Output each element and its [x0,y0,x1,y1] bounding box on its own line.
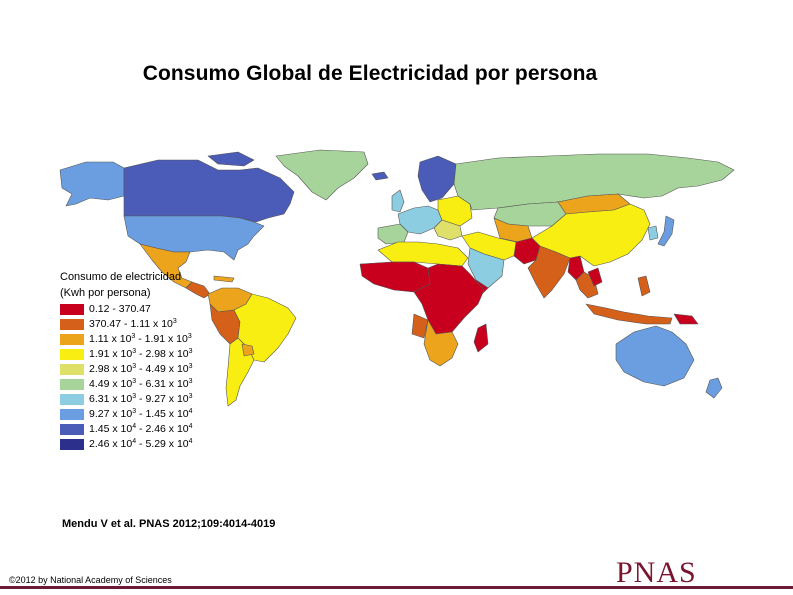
region-iceland [371,171,389,181]
legend-swatch [60,394,84,405]
legend-swatch [60,364,84,375]
region-papua [673,313,699,325]
legend-item: 4.49 x 103 - 6.31 x 103 [60,377,193,392]
legend-label: 2.98 x 103 - 4.49 x 103 [89,363,193,375]
legend-label: 1.11 x 103 - 1.91 x 103 [89,333,192,345]
legend-swatch [60,349,84,360]
region-philippines [637,275,651,297]
legend-label: 0.12 - 370.47 [89,303,151,315]
legend-swatch [60,319,84,330]
region-mexico [139,243,193,289]
legend-title-line1: Consumo de electricidad [60,271,182,283]
region-korea [647,225,659,241]
region-new-zealand [705,377,723,399]
region-australia [615,325,695,387]
legend-label: 4.49 x 103 - 6.31 x 103 [89,378,193,390]
region-indonesia [585,303,673,325]
legend-swatch [60,379,84,390]
region-alaska [59,161,125,207]
legend-label: 370.47 - 1.11 x 103 [89,318,177,330]
legend-item: 1.11 x 103 - 1.91 x 103 [60,332,193,347]
region-usa [123,215,265,261]
footer-divider [0,586,793,589]
page-title: Consumo Global de Electricidad por perso… [142,62,598,85]
region-laos-cambodia [587,267,603,287]
legend-label: 6.31 x 103 - 9.27 x 103 [89,393,193,405]
pnas-logo: PNAS [616,556,697,589]
legend-item: 2.98 x 103 - 4.49 x 103 [60,362,193,377]
legend-items: 0.12 - 370.47 370.47 - 1.11 x 103 1.11 x 1… [60,302,193,452]
region-canada-arctic [207,151,255,167]
legend-item: 1.45 x 104 - 2.46 x 104 [60,422,193,437]
region-scandinavia [417,155,457,203]
legend-label: 2.46 x 104 - 5.29 x 104 [89,438,193,450]
legend-swatch [60,439,84,450]
region-caribbean [213,275,235,283]
region-russia [453,153,735,211]
region-greenland [275,149,369,201]
region-uk [391,189,405,213]
region-angola [411,313,429,339]
legend-swatch [60,409,84,420]
legend-label: 1.45 x 104 - 2.46 x 104 [89,423,193,435]
legend-item: 9.27 x 103 - 1.45 x 104 [60,407,193,422]
legend-item: 1.91 x 103 - 2.98 x 103 [60,347,193,362]
region-madagascar [473,323,489,353]
region-china [531,203,651,267]
legend-swatch [60,424,84,435]
region-west-africa [359,261,431,293]
legend-swatch [60,304,84,315]
legend-swatch [60,334,84,345]
legend-item: 0.12 - 370.47 [60,302,193,317]
legend: Consumo de electricidad (Kwh por persona… [60,270,193,452]
region-japan [657,215,675,247]
legend-item: 6.31 x 103 - 9.27 x 103 [60,392,193,407]
legend-label: 1.91 x 103 - 2.98 x 103 [89,348,193,360]
region-arabia [467,247,505,289]
world-map [59,149,735,407]
region-southern-africa [423,319,459,367]
legend-item: 370.47 - 1.11 x 103 [60,317,193,332]
legend-title-line2: (Kwh por persona) [60,287,151,299]
region-central-east-africa [413,263,485,335]
copyright: ©2012 by National Academy of Sciences [9,575,172,585]
legend-label: 9.27 x 103 - 1.45 x 104 [89,408,193,420]
citation: Mendu V et al. PNAS 2012;109:4014-4019 [62,518,276,530]
legend-item: 2.46 x 104 - 5.29 x 104 [60,437,193,452]
region-paraguay [241,343,255,357]
region-canada [123,159,295,223]
